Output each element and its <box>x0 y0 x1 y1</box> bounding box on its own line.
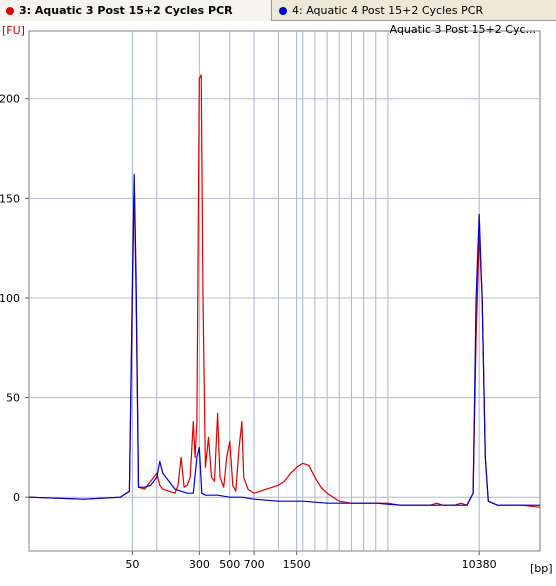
y-tick-label: 100 <box>0 292 20 305</box>
y-tick-label: 0 <box>13 491 20 504</box>
x-tick-label: 300 <box>189 558 210 571</box>
x-tick-label: 10380 <box>462 558 497 571</box>
plot-frame <box>28 30 541 552</box>
tab-label: 4: Aquatic 4 Post 15+2 Cycles PCR <box>292 4 484 17</box>
x-tick-label: 500 <box>219 558 240 571</box>
sample-tab-bar: 3: Aquatic 3 Post 15+2 Cycles PCR 4: Aqu… <box>0 0 556 21</box>
red-dot-icon <box>6 6 14 15</box>
y-axis-unit-label: [FU] <box>2 24 25 37</box>
x-tick-label: 1500 <box>283 558 311 571</box>
x-axis-ticks: 50 300 500 700 1500 10380 <box>125 551 497 571</box>
y-axis-ticks: 0 50 100 150 200 <box>0 93 29 504</box>
series-line-2 <box>28 173 540 506</box>
tab-sample-3[interactable]: 3: Aquatic 3 Post 15+2 Cycles PCR <box>0 0 272 21</box>
y-tick-label: 50 <box>6 392 20 405</box>
vertical-grid <box>131 31 480 551</box>
y-tick-label: 150 <box>0 192 20 205</box>
series-layer <box>28 74 541 508</box>
chart-title: Aquatic 3 Post 15+2 Cyc... <box>390 23 536 36</box>
y-tick-label: 200 <box>0 93 20 106</box>
tab-sample-4[interactable]: 4: Aquatic 4 Post 15+2 Cycles PCR <box>273 0 556 21</box>
x-axis-unit-label: [bp] <box>530 562 553 575</box>
x-tick-label: 700 <box>244 558 265 571</box>
electropherogram-plot: 0 50 100 150 200 50 300 500 700 1500 10380 [FU] [… <box>0 23 553 575</box>
x-tick-label: 50 <box>125 558 139 571</box>
tab-label: 3: Aquatic 3 Post 15+2 Cycles PCR <box>19 4 233 17</box>
blue-dot-icon <box>279 6 287 15</box>
